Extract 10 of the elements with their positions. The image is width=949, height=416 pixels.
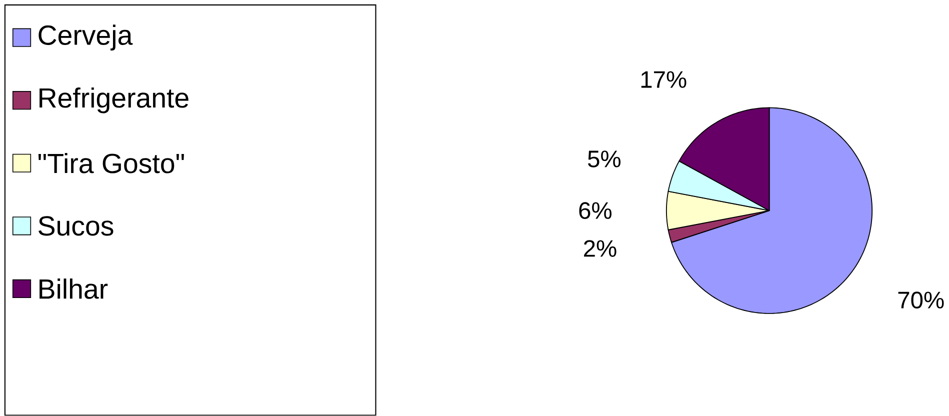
data-label: 6% [579, 202, 612, 220]
data-label: 2% [584, 240, 616, 257]
data-label: 5% [588, 150, 620, 168]
legend-label: "Tira Gosto" [38, 153, 184, 174]
data-label: 17% [641, 71, 686, 88]
legend-label: Refrigerante [40, 88, 188, 114]
legend-label: Sucos [38, 216, 114, 236]
data-label: 70% [898, 292, 944, 309]
legend-label: Cerveja [38, 24, 133, 51]
legend-label: Bilhar [40, 278, 108, 299]
